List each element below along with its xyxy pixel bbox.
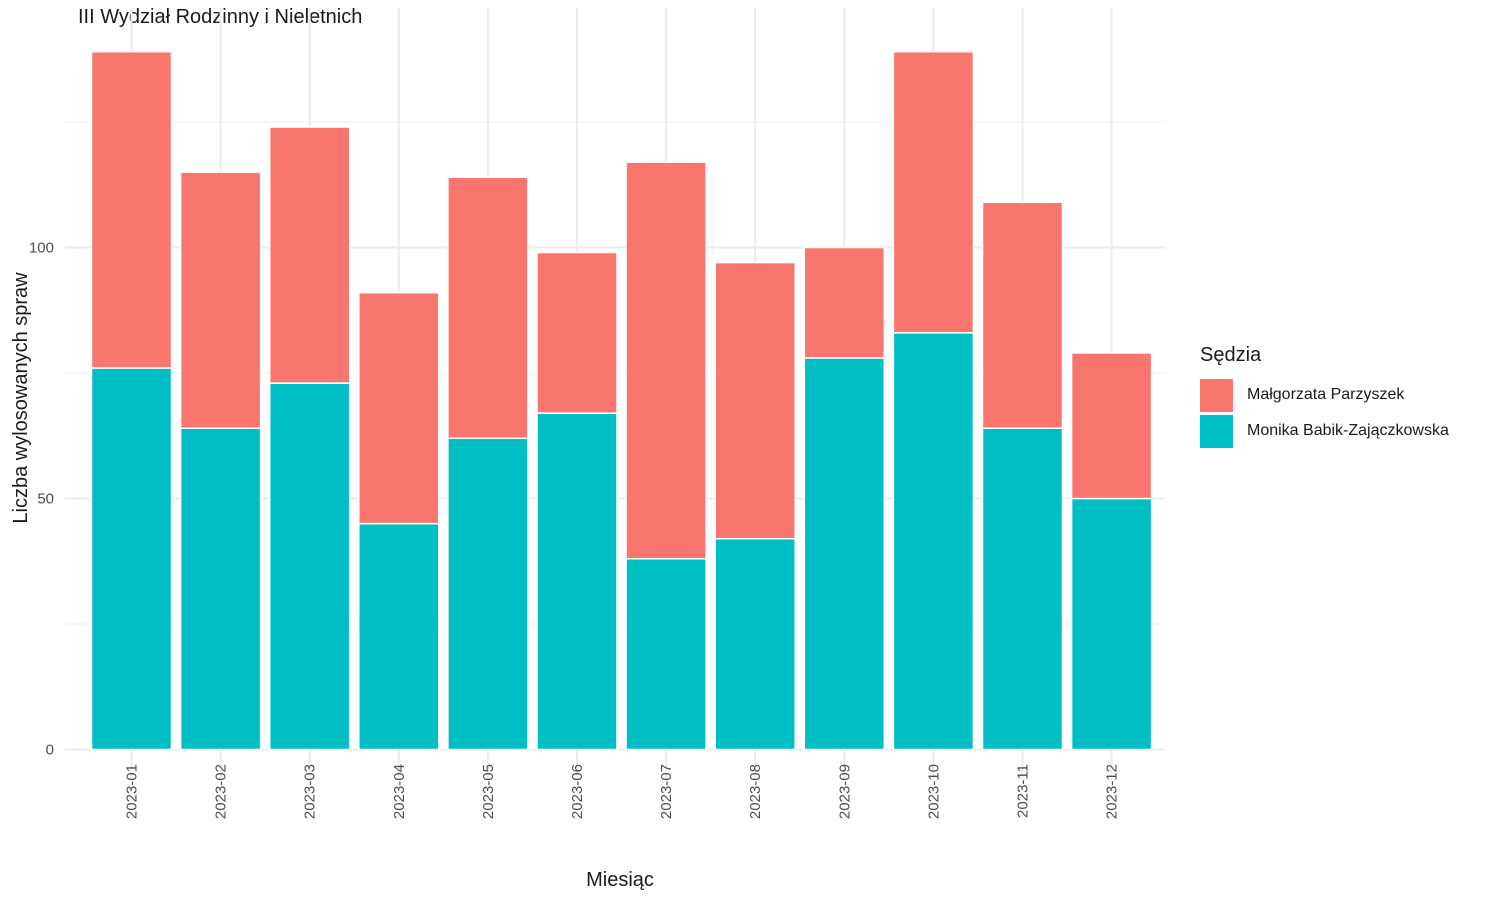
bar-monika-2023-06 [536,412,618,751]
bar-monika-2023-07 [625,557,707,751]
x-tick-label: 2023-07 [658,764,675,819]
x-tick-label: 2023-06 [569,764,586,819]
legend-item-monika: Monika Babik-Zajączkowska [1200,413,1449,449]
bars [90,50,1153,751]
x-tick-label: 2023-02 [213,764,230,819]
bar-malgorzata-2023-04 [358,291,440,525]
bar-monika-2023-03 [268,382,351,751]
x-tick-label: 2023-08 [747,764,764,819]
legend-swatch-monika [1200,414,1233,448]
bar-monika-2023-11 [981,427,1064,751]
x-axis-title: Miesiąc [586,869,654,891]
x-tick-label: 2023-09 [836,764,853,819]
legend: Sędzia Małgorzata Parzyszek Monika Babik… [1200,344,1449,449]
legend-swatch-malgorzata [1200,378,1233,412]
legend-title: Sędzia [1200,344,1262,366]
bar-monika-2023-05 [447,437,529,751]
y-tick-label: 50 [37,491,54,508]
bar-monika-2023-12 [1070,497,1153,751]
y-axis-title: Liczba wylosowanych spraw [10,272,32,524]
x-tick-label: 2023-05 [480,764,497,819]
bar-malgorzata-2023-06 [536,251,618,414]
bar-monika-2023-08 [714,537,796,751]
bar-malgorzata-2023-10 [892,50,975,334]
bar-malgorzata-2023-11 [981,201,1064,429]
x-tick-label: 2023-01 [124,764,141,819]
bar-monika-2023-02 [179,427,262,751]
legend-label-malgorzata: Małgorzata Parzyszek [1247,386,1405,403]
bar-monika-2023-04 [358,522,440,751]
bar-malgorzata-2023-01 [90,50,173,369]
bar-malgorzata-2023-07 [625,161,707,560]
y-axis-ticks: 0 50 100 [29,240,54,759]
x-tick-label: 2023-12 [1104,764,1121,819]
bar-monika-2023-01 [90,367,173,751]
bar-monika-2023-09 [803,357,886,751]
x-tick-label: 2023-04 [391,764,408,819]
bar-malgorzata-2023-12 [1070,352,1153,500]
legend-label-monika: Monika Babik-Zajączkowska [1247,422,1449,439]
x-tick-label: 2023-10 [925,764,942,819]
bar-monika-2023-10 [892,332,975,751]
bar-malgorzata-2023-05 [447,176,529,440]
x-tick-label: 2023-11 [1015,764,1032,818]
y-tick-label: 0 [46,742,54,759]
bar-malgorzata-2023-02 [179,171,262,429]
bar-malgorzata-2023-03 [268,126,351,384]
bar-malgorzata-2023-09 [803,246,886,359]
x-tick-label: 2023-03 [302,764,319,819]
x-axis-ticks: 2023-01 2023-02 2023-03 2023-04 2023-05 2023-… [124,764,1121,819]
y-tick-label: 100 [29,240,54,257]
bar-malgorzata-2023-08 [714,261,796,540]
legend-item-malgorzata: Małgorzata Parzyszek [1200,377,1449,413]
